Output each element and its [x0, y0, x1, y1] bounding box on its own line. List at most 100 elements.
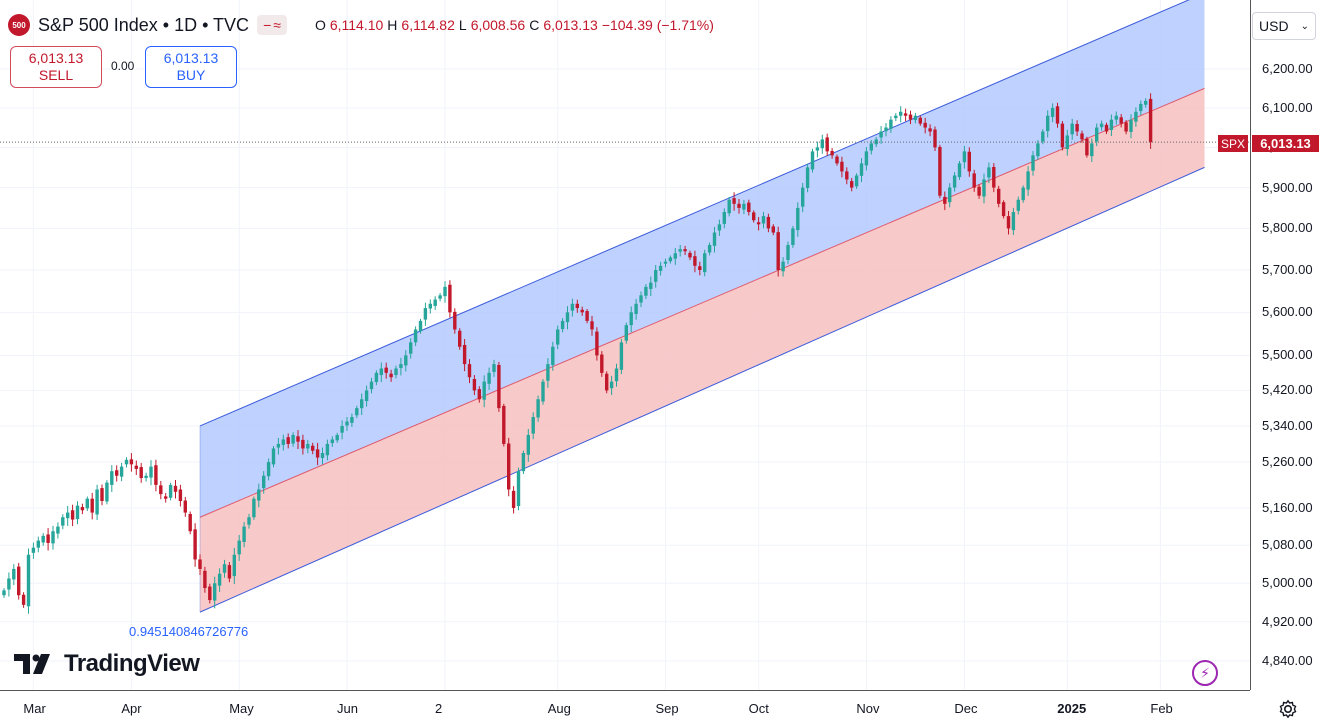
candle-body[interactable] [173, 485, 178, 492]
candle-body[interactable] [374, 372, 379, 383]
candle-body[interactable] [565, 312, 570, 323]
candle-body[interactable] [742, 203, 746, 210]
candle-body[interactable] [139, 467, 143, 479]
candle-body[interactable] [727, 199, 731, 214]
candle-body[interactable] [340, 425, 344, 433]
candle-body[interactable] [1134, 111, 1138, 122]
candle-body[interactable] [227, 565, 232, 579]
candle-body[interactable] [335, 434, 339, 441]
candle-body[interactable] [698, 266, 702, 271]
candle-body[interactable] [688, 252, 692, 258]
candle-body[interactable] [1031, 155, 1035, 171]
candle-body[interactable] [364, 390, 369, 402]
candle-body[interactable] [462, 344, 467, 365]
candle-body[interactable] [31, 547, 36, 553]
candle-body[interactable] [810, 151, 815, 170]
candle-body[interactable] [575, 303, 579, 309]
candle-body[interactable] [737, 203, 741, 208]
candle-body[interactable] [913, 115, 918, 121]
candle-body[interactable] [154, 465, 158, 485]
candle-body[interactable] [644, 286, 648, 296]
candle-body[interactable] [276, 443, 281, 448]
candle-body[interactable] [869, 143, 873, 151]
candle-body[interactable] [977, 186, 981, 196]
channel-upper-line[interactable] [199, 0, 1205, 427]
candle-body[interactable] [693, 256, 697, 266]
candle-body[interactable] [164, 496, 168, 499]
channel-mid-line[interactable] [199, 87, 1205, 518]
candle-body[interactable] [438, 295, 442, 299]
candle-body[interactable] [242, 526, 246, 543]
candle-body[interactable] [967, 151, 971, 172]
candle-body[interactable] [115, 470, 119, 476]
candle-body[interactable] [820, 139, 824, 149]
candle-body[interactable] [1055, 106, 1060, 124]
candle-body[interactable] [908, 114, 913, 120]
price-axis[interactable] [1250, 0, 1321, 690]
candle-body[interactable] [306, 443, 310, 449]
candle-body[interactable] [144, 475, 148, 479]
candle-body[interactable] [1109, 119, 1114, 130]
candle-body[interactable] [1070, 123, 1074, 135]
candle-body[interactable] [330, 439, 334, 444]
candle-body[interactable] [418, 320, 423, 332]
candle-body[interactable] [756, 222, 761, 225]
candle-body[interactable] [502, 405, 506, 444]
candle-body[interactable] [673, 253, 677, 259]
candle-body[interactable] [404, 355, 408, 366]
candle-body[interactable] [70, 510, 75, 520]
candle-body[interactable] [208, 586, 212, 601]
candle-body[interactable] [1148, 98, 1153, 143]
candle-body[interactable] [1006, 216, 1011, 229]
candle-body[interactable] [413, 329, 418, 343]
candle-body[interactable] [531, 417, 535, 434]
candle-body[interactable] [1060, 123, 1065, 148]
candle-body[interactable] [257, 489, 261, 501]
candle-body[interactable] [982, 179, 986, 197]
channel-lower-line[interactable] [199, 166, 1205, 613]
candle-body[interactable] [1075, 123, 1079, 132]
candle-body[interactable] [1080, 133, 1084, 140]
candle-body[interactable] [605, 373, 609, 391]
candle-body[interactable] [17, 566, 21, 596]
candle-body[interactable] [840, 161, 844, 172]
candle-body[interactable] [766, 216, 771, 229]
candle-body[interactable] [315, 449, 320, 458]
candle-body[interactable] [845, 171, 849, 180]
candle-body[interactable] [492, 364, 496, 372]
candle-body[interactable] [355, 408, 359, 416]
candle-body[interactable] [609, 381, 614, 389]
candle-body[interactable] [247, 517, 251, 525]
candle-body[interactable] [595, 331, 599, 356]
candle-body[interactable] [51, 531, 55, 544]
candle-body[interactable] [105, 482, 109, 502]
candle-body[interactable] [786, 244, 790, 260]
candle-body[interactable] [252, 498, 256, 518]
buy-button[interactable]: 6,013.13 BUY [145, 46, 237, 88]
candle-body[interactable] [997, 188, 1001, 204]
candle-body[interactable] [394, 368, 398, 376]
candle-body[interactable] [36, 540, 40, 548]
candle-body[interactable] [345, 421, 349, 426]
candle-body[interactable] [776, 232, 780, 271]
candle-body[interactable] [1046, 115, 1050, 132]
hide-icon[interactable]: − [263, 17, 272, 33]
candle-body[interactable] [296, 436, 300, 442]
candle-body[interactable] [654, 270, 658, 282]
candle-body[interactable] [1050, 107, 1055, 117]
candle-body[interactable] [350, 417, 354, 423]
candle-body[interactable] [791, 228, 795, 245]
candle-body[interactable] [1104, 124, 1109, 132]
candle-body[interactable] [957, 163, 962, 178]
candle-body[interactable] [560, 320, 565, 330]
candle-body[interactable] [124, 459, 129, 465]
candle-body[interactable] [448, 284, 452, 313]
candle-body[interactable] [286, 437, 290, 444]
candle-body[interactable] [1085, 138, 1089, 156]
candle-body[interactable] [472, 378, 477, 391]
candle-body[interactable] [678, 249, 682, 252]
candle-body[interactable] [203, 570, 207, 589]
candle-body[interactable] [360, 399, 364, 409]
candle-body[interactable] [1026, 171, 1030, 190]
candle-body[interactable] [1099, 123, 1104, 128]
